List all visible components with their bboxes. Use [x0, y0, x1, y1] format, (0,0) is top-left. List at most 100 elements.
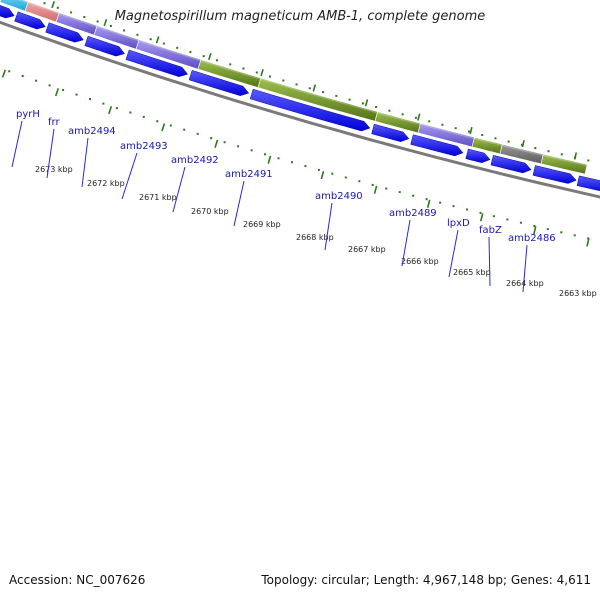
- inner-ruler-dot: [102, 102, 105, 105]
- gene-leader-line: [488, 236, 491, 287]
- kbp-label: 2665 kbp: [453, 268, 491, 277]
- ruler-dot: [322, 91, 325, 94]
- ruler-dot: [375, 106, 378, 108]
- inner-ruler-dot: [425, 198, 428, 201]
- inner-ruler-dot: [371, 183, 374, 186]
- gene-label: amb2490: [315, 191, 363, 202]
- gene-label: lpxD: [447, 218, 470, 229]
- inner-ruler-dot: [129, 111, 132, 114]
- inner-ruler-dot: [62, 89, 65, 91]
- ruler-dot: [282, 79, 285, 82]
- ruler-dot: [202, 55, 205, 58]
- cds-arrow: [0, 5, 15, 19]
- inner-ruler-tick: [479, 213, 484, 222]
- inner-ruler-dot: [8, 70, 11, 73]
- kbp-label: 2663 kbp: [559, 289, 597, 298]
- ruler-dot: [269, 75, 271, 78]
- ruler-dot: [521, 143, 523, 146]
- kbp-labels: 2673 kbp 2672 kbp 2671 kbp 2670 kbp 2669 kbp…: [35, 165, 597, 298]
- inner-ruler-dot: [169, 124, 172, 127]
- backbone-circle: [0, 20, 600, 199]
- ruler-dot: [361, 102, 364, 105]
- ruler-dot: [547, 150, 550, 153]
- ruler-major-tick: [260, 69, 264, 77]
- kbp-label: 2673 kbp: [35, 165, 73, 174]
- cds-arrow: [465, 148, 491, 163]
- ruler-dot: [229, 63, 232, 66]
- inner-ruler-dot: [35, 79, 38, 82]
- cds-arrow: [410, 134, 464, 157]
- kbp-label: 2669 kbp: [243, 220, 281, 229]
- gene-leader-line: [172, 166, 186, 213]
- inner-ruler-tick: [267, 155, 272, 164]
- inner-ruler-dot: [48, 84, 51, 87]
- gene-label: amb2492: [171, 155, 219, 166]
- cds-arrow: [188, 69, 250, 96]
- ruler-dot: [162, 42, 165, 45]
- ruler-dot: [136, 33, 139, 36]
- accession-label: Accession: NC_007626: [9, 573, 146, 587]
- inner-ruler-dot: [344, 176, 347, 179]
- cds-arrow: [45, 22, 84, 43]
- inner-ruler-dot: [412, 194, 415, 197]
- ruler-dot: [70, 11, 73, 14]
- ruler-major-tick: [208, 52, 212, 61]
- inner-ruler-dot: [21, 75, 24, 77]
- ruler-dot: [507, 140, 510, 143]
- cds-ring: [0, 5, 600, 192]
- inner-ruler-dot: [492, 215, 495, 218]
- ruler-dot: [216, 59, 218, 62]
- inner-ruler-dot: [304, 165, 307, 168]
- ruler-dot: [414, 116, 417, 119]
- inner-ruler-dot: [560, 231, 563, 234]
- cds-arrow: [532, 165, 577, 184]
- ruler-dot: [587, 159, 590, 162]
- kbp-label: 2670 kbp: [191, 207, 229, 216]
- gene-label: amb2486: [508, 233, 556, 244]
- inner-ruler-tick: [54, 88, 60, 97]
- ruler-dot: [56, 6, 59, 9]
- gene-leader-line: [401, 219, 411, 267]
- gene-leader-line: [233, 180, 245, 227]
- inner-ruler-dot: [519, 221, 522, 224]
- ruler-dot: [481, 134, 484, 136]
- inner-ruler-dot: [75, 93, 78, 96]
- inner-ruler-dot: [183, 128, 186, 131]
- ruler-dot: [255, 71, 258, 74]
- inner-ruler-dot: [398, 191, 401, 194]
- gene-leader-line: [46, 128, 55, 179]
- gene-label: frr: [48, 117, 60, 128]
- gene-label: fabZ: [479, 225, 502, 236]
- kbp-label: 2666 kbp: [401, 257, 439, 266]
- ruler-major-tick: [573, 152, 578, 160]
- gene-label: pyrH: [16, 109, 40, 120]
- cds-arrow: [490, 154, 532, 174]
- ruler-major-tick: [417, 113, 421, 121]
- gene-leader-line: [81, 137, 89, 188]
- ruler-dot: [189, 51, 192, 53]
- ruler-dot: [242, 67, 245, 70]
- gene-leader-line: [324, 202, 333, 251]
- ruler-dot: [308, 87, 311, 90]
- inner-ruler-dot: [358, 180, 361, 183]
- gene-label: amb2489: [389, 208, 437, 219]
- inner-ruler-tick: [586, 238, 590, 247]
- ruler-major-tick: [312, 84, 317, 92]
- ruler-dot: [468, 130, 470, 133]
- kbp-ruler: [43, 1, 590, 162]
- inner-ruler-dot: [142, 115, 145, 118]
- ruler-dot: [428, 120, 431, 123]
- gene-leader-line: [121, 152, 138, 200]
- cds-arrow: [14, 11, 46, 30]
- cds-arrow: [84, 35, 125, 57]
- ruler-dot: [441, 123, 444, 126]
- ruler-dot: [176, 46, 179, 49]
- ruler-dot: [348, 98, 351, 101]
- kbp-label: 2667 kbp: [348, 245, 386, 254]
- gene-label: amb2493: [120, 141, 168, 152]
- cds-arrow: [125, 49, 189, 77]
- cds-arrow: [249, 88, 371, 132]
- inner-ruler-dot: [331, 172, 334, 175]
- inner-ruler-dot: [385, 187, 388, 190]
- ruler-major-tick: [364, 99, 369, 107]
